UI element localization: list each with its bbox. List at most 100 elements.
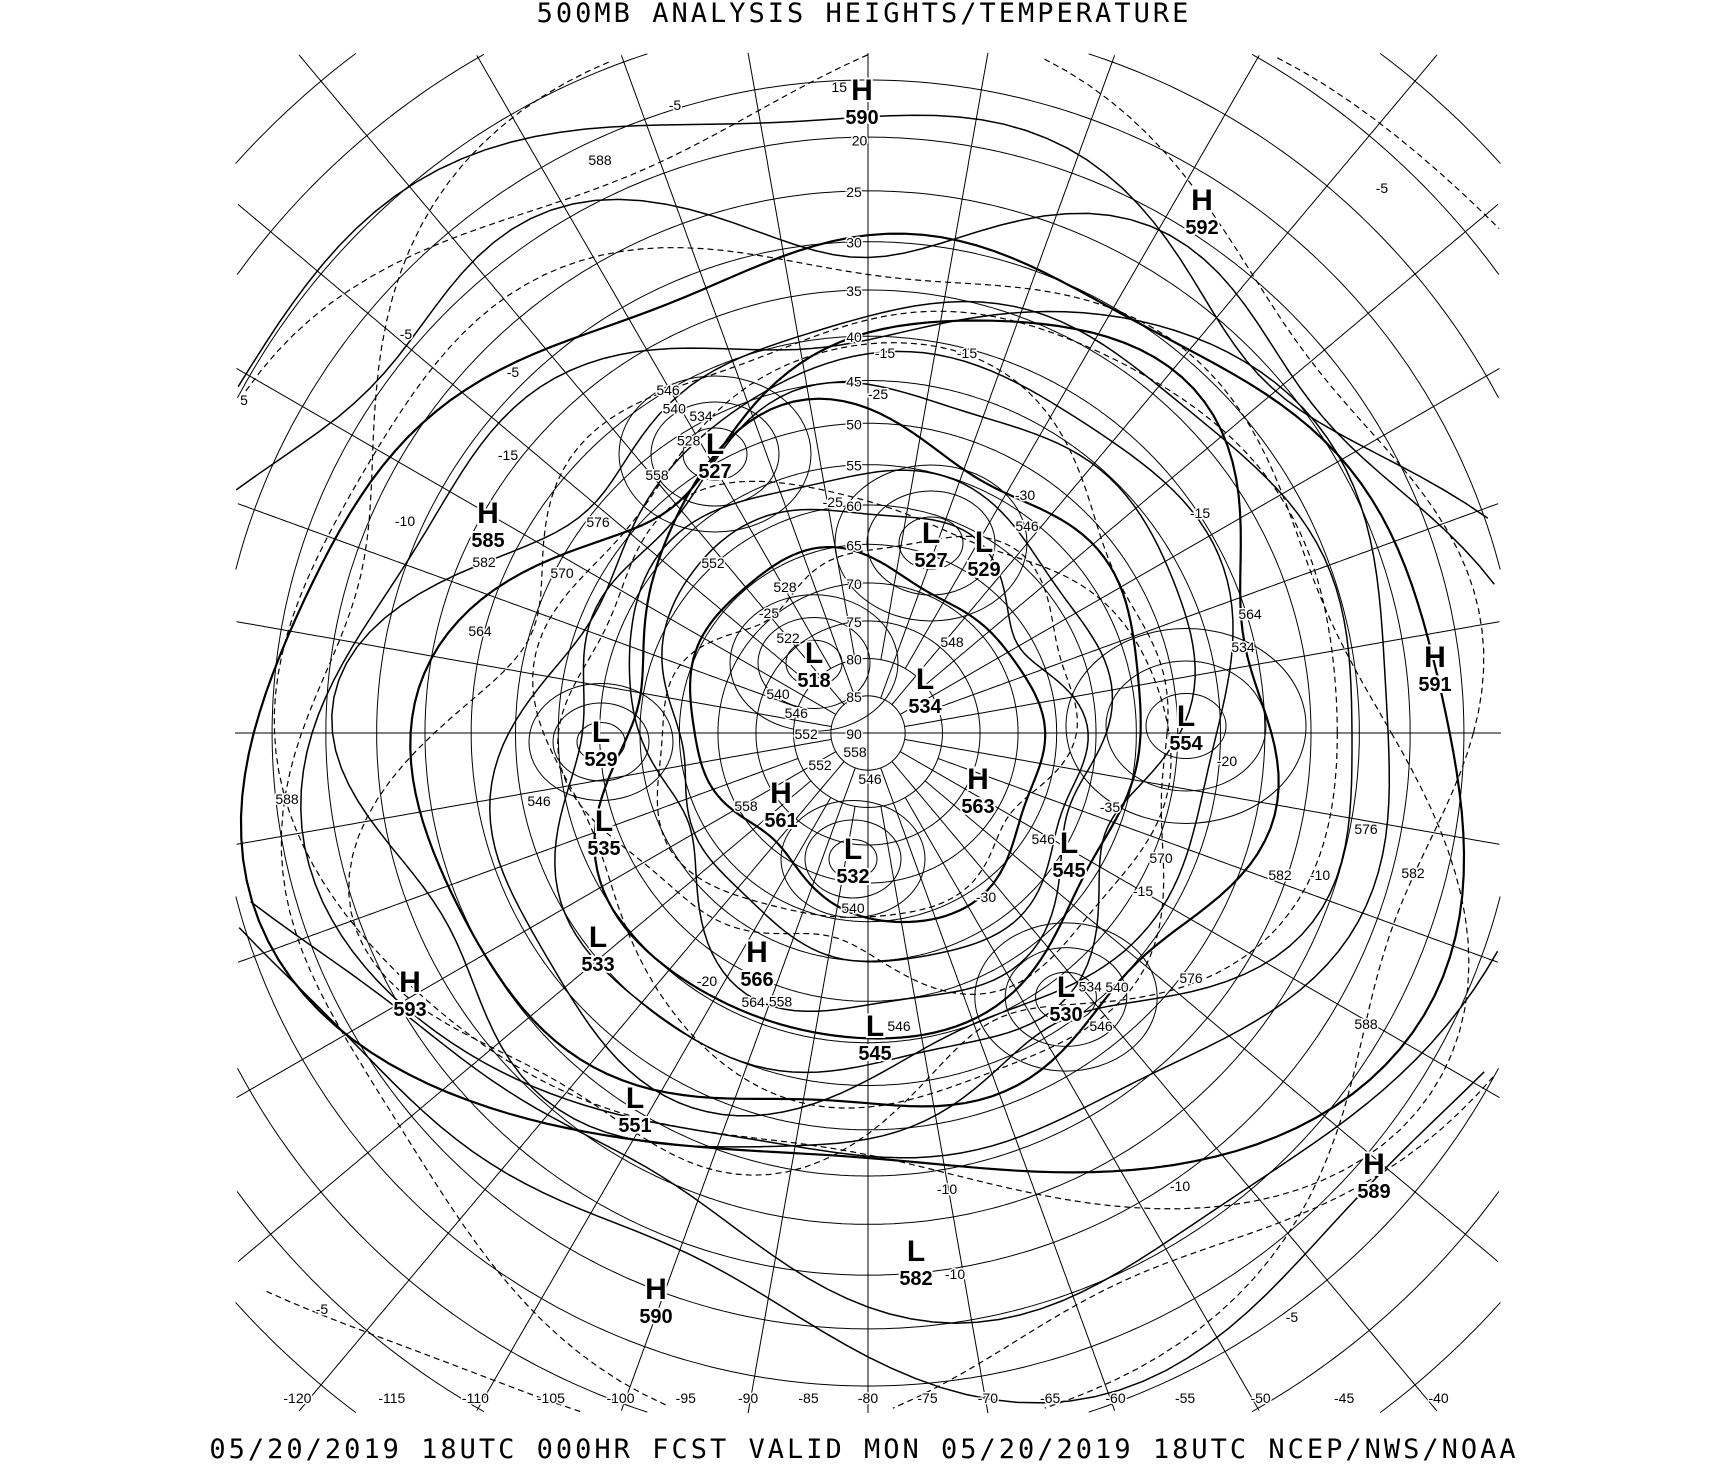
height-contour-label: 528: [677, 432, 701, 448]
latitude-label: 45: [846, 374, 862, 390]
center-value: 554: [1169, 733, 1203, 755]
temperature-contour-label: 5: [240, 392, 248, 408]
temperature-contour-label: -15: [1133, 883, 1153, 899]
height-contour-label: 546: [785, 705, 809, 721]
latitude-label: 60: [846, 498, 862, 514]
temperature-contour: [656, 535, 1078, 919]
temperature-contour-label: -10: [395, 513, 415, 529]
meridian-line: [880, 767, 1116, 1411]
temperature-contour-label: -20: [697, 973, 717, 989]
center-letter: L: [1057, 971, 1075, 1004]
height-contour: [628, 469, 1114, 1013]
height-contour-label: 558: [734, 798, 758, 814]
height-contour-label: 582: [1268, 867, 1292, 883]
meridian-line: [891, 54, 1438, 705]
height-contour-label: 534: [1231, 639, 1255, 655]
center-letter: H: [851, 74, 873, 107]
height-contour-label: 552: [701, 555, 725, 571]
center-letter: L: [706, 428, 724, 461]
center-letter: L: [1177, 700, 1195, 733]
center-value: 527: [914, 550, 947, 572]
longitude-label: -95: [676, 1390, 696, 1406]
center-letter: H: [1363, 1148, 1385, 1181]
meridian-line: [298, 54, 845, 705]
longitude-label: -55: [1175, 1390, 1195, 1406]
meridian-line: [899, 367, 1500, 715]
height-contour: [300, 310, 1391, 1159]
center-letter: L: [589, 921, 607, 954]
height-contour-label: 552: [808, 757, 832, 773]
center-value: 535: [587, 838, 620, 860]
height-contour: [554, 381, 1196, 1074]
height-contour: [489, 350, 1234, 1117]
height-contour-label: 564: [741, 994, 765, 1010]
height-contour: [689, 546, 1047, 924]
meridian-line: [904, 621, 1500, 727]
temperature-contour-label: -20: [1217, 753, 1237, 769]
closed-contour: [1004, 947, 1128, 1047]
map-title: 500MB ANALYSIS HEIGHTS/TEMPERATURE: [536, 0, 1192, 29]
height-contour-label: 588: [275, 791, 299, 807]
temperature-contour-label: -25: [823, 494, 843, 510]
meridian-line: [237, 503, 799, 708]
temperature-contour-label: -5: [400, 326, 413, 342]
closed-contour: [650, 401, 780, 507]
meridian-line: [880, 55, 1116, 699]
temperature-contour-label: -5: [316, 1301, 329, 1317]
center-letter: L: [916, 663, 934, 696]
latitude-label: 30: [846, 235, 862, 251]
meridian-line: [476, 797, 832, 1411]
height-contour-label: 528: [773, 579, 797, 595]
height-contour-label: 588: [1354, 1016, 1378, 1032]
center-letter: L: [866, 1010, 884, 1043]
closed-contour: [729, 594, 899, 732]
temperature-contour: [557, 480, 1172, 996]
height-contour: [235, 198, 1499, 1324]
center-value: 530: [1049, 1004, 1082, 1026]
temperature-contour-label: -15: [1190, 505, 1210, 521]
center-value: 533: [581, 954, 614, 976]
temperature-contour-label: -10: [1170, 1178, 1190, 1194]
temperature-contour-label: -10: [1310, 867, 1330, 883]
latitude-label: 55: [846, 458, 862, 474]
meridian-line: [937, 758, 1499, 963]
temperature-contour-label: -30: [1015, 487, 1035, 503]
center-letter: L: [1060, 827, 1078, 860]
longitude-label: -50: [1250, 1390, 1270, 1406]
temperature-contour-label: -30: [976, 889, 996, 905]
longitude-label: -80: [858, 1390, 878, 1406]
center-value: 532: [836, 866, 869, 888]
center-value: 589: [1357, 1181, 1390, 1203]
temperature-contour-label: -10: [945, 1266, 965, 1282]
height-contour-label: 546: [527, 793, 551, 809]
longitude-label: -85: [798, 1390, 818, 1406]
temperature-contour-label: -15: [957, 345, 977, 361]
height-contour: [661, 508, 1089, 963]
center-value: 563: [961, 796, 994, 818]
latitude-label: 25: [846, 184, 862, 200]
closed-contour: [757, 617, 871, 709]
latitude-label: 80: [846, 652, 862, 668]
center-letter: L: [844, 833, 862, 866]
contours: [235, 54, 1500, 1413]
height-contour-label: 564: [1238, 606, 1262, 622]
center-value: 592: [1185, 217, 1218, 239]
height-contour-label: 548: [940, 634, 964, 650]
closed-contour: [834, 464, 1028, 622]
latitude-label: 50: [846, 416, 862, 432]
height-contour-label: 570: [550, 565, 574, 581]
height-contour-label: 570: [1149, 850, 1173, 866]
height-contour-label: 534: [1079, 978, 1103, 994]
temperature-contour: [348, 310, 1338, 1176]
center-letter: L: [805, 637, 823, 670]
longitude-label: -110: [462, 1390, 489, 1406]
longitude-label: -60: [1105, 1390, 1125, 1406]
height-contour-label: 582: [1401, 865, 1425, 881]
latitude-label: 35: [846, 283, 862, 299]
height-contour-label: 582: [472, 554, 496, 570]
height-contour-label: 576: [586, 514, 610, 530]
temperature-contour: [273, 247, 1470, 1210]
closed-contour: [1105, 660, 1267, 792]
